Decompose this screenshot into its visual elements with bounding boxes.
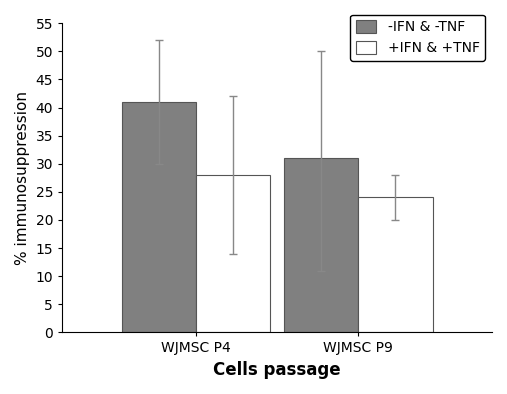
- Legend: -IFN & -TNF, +IFN & +TNF: -IFN & -TNF, +IFN & +TNF: [350, 15, 485, 61]
- Bar: [196, 175, 270, 333]
- Bar: [358, 197, 432, 333]
- Bar: [122, 102, 196, 333]
- Bar: [284, 158, 358, 333]
- Y-axis label: % immunosuppression: % immunosuppression: [15, 91, 30, 265]
- X-axis label: Cells passage: Cells passage: [213, 361, 341, 379]
